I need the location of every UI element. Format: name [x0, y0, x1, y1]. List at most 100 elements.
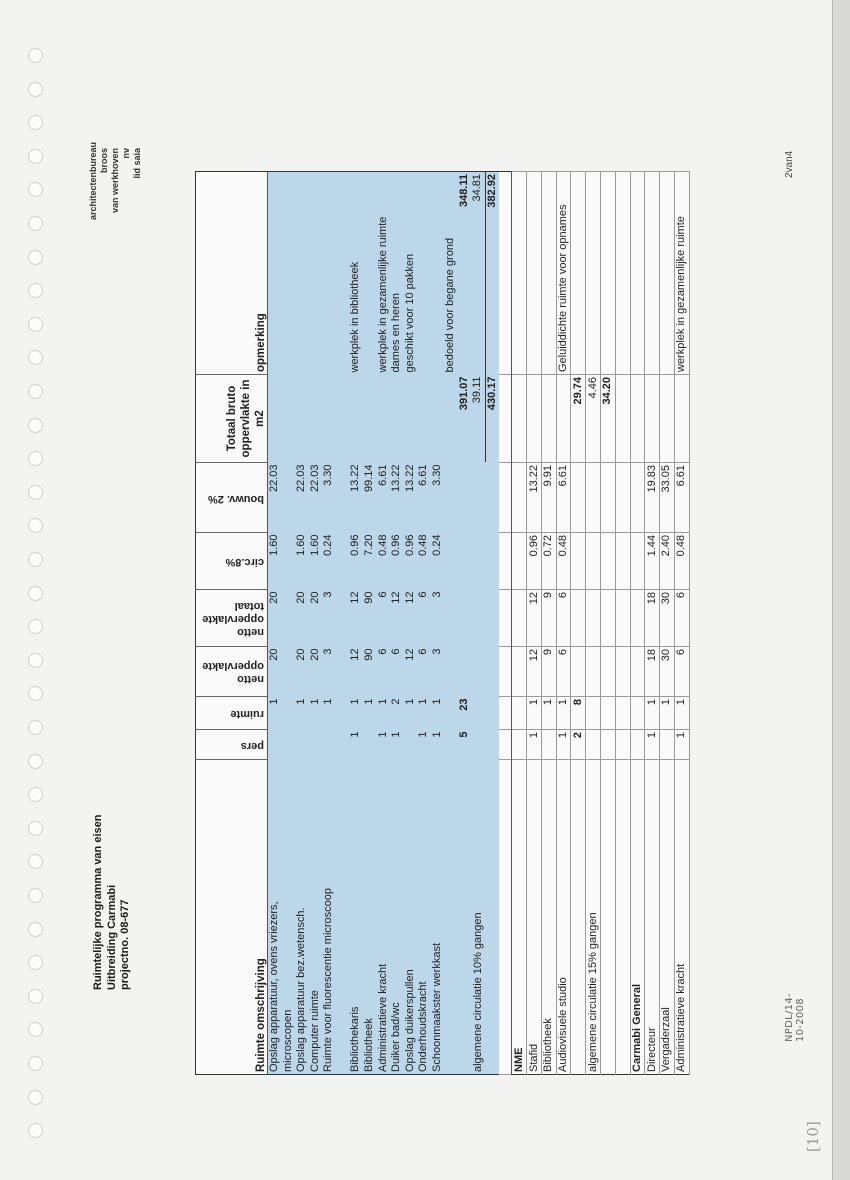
cell-ruimte: [335, 696, 350, 730]
cell-opmerking: [295, 171, 309, 375]
cell-totaal: [308, 374, 323, 463]
cell-circ: 1.60: [295, 532, 309, 590]
cell-totaal: [615, 374, 631, 463]
binder-hole: [28, 955, 43, 971]
header-line: circ.8%: [225, 556, 264, 569]
cell-bouwv: [281, 462, 296, 533]
binder-hole: [28, 888, 43, 903]
cell-opmerking: werkplek in gezamenlijke ruimte: [376, 171, 390, 375]
table-row: Directeur 1 1 18 18 1.44 19.83: [644, 171, 660, 1075]
binder-hole: [28, 182, 43, 198]
cell-netto-totaal: [600, 589, 616, 647]
cell-netto-totaal: [457, 589, 472, 647]
table-row: 5 23 391.07 348.11: [457, 171, 472, 1075]
remark-text: werkplek in bibliotheek: [349, 261, 362, 373]
cell-pers: 1: [644, 729, 660, 760]
cell-netto: 6: [416, 646, 431, 697]
header-netto-oppervlakte: netto oppervlakte: [198, 648, 264, 697]
empty-cell: [499, 589, 512, 647]
table-row: Vergaderzaal 1 30 30 2.40 33.05: [659, 171, 675, 1075]
cell-opmerking: [430, 171, 445, 375]
handwritten-note: [10]: [804, 1121, 822, 1152]
table-row: algemene circulatie 10% gangen 39.11 34.81: [471, 171, 486, 1075]
cell-opmerking: geschikt voor 10 pakken: [403, 171, 417, 375]
cell-ruimte: [471, 696, 486, 730]
empty-cell: [499, 729, 512, 760]
cell-opmerking: [615, 171, 631, 375]
cell-opmerking: [308, 171, 323, 375]
cell-ruimte: 1: [362, 696, 377, 730]
cell-netto: 90: [362, 646, 377, 697]
binder-hole: [28, 753, 43, 769]
table-row: microscopen: [281, 171, 296, 1075]
binder-hole: [28, 216, 43, 231]
cell-netto-totaal: [615, 589, 631, 647]
cell-pers: 1: [376, 729, 390, 760]
header-line: bouwv. 2%: [207, 493, 264, 505]
cell-opmerking: [570, 171, 586, 375]
cell-pers: [322, 729, 336, 760]
section-heading-row: NME: [511, 171, 527, 1075]
cell-pers: [585, 729, 601, 760]
cell-bouwv: 99.14: [362, 462, 377, 533]
empty-cell: [499, 374, 512, 463]
cell-name: Opslag apparatuur, ovens vriezers,: [267, 759, 282, 1075]
cell-circ: 0.48: [416, 532, 431, 590]
table-row: Administratieve kracht 1 1 6 6 0.48 6.61 werkpl…: [376, 171, 390, 1075]
title-line: Uitbreiding Carmabi: [105, 884, 118, 990]
binder-hole: [28, 417, 43, 433]
cell-opmerking: bedoeld voor begane grond: [444, 171, 458, 375]
cell-ruimte: 1: [349, 696, 363, 730]
cell-ruimte: 2: [389, 696, 404, 730]
cell-pers: [335, 729, 350, 760]
cell-ruimte: [600, 696, 616, 730]
cell-totaal: [389, 374, 404, 463]
cell-netto: 12: [526, 646, 542, 697]
cell-ruimte: 1: [556, 696, 571, 730]
cell-netto: 12: [349, 646, 363, 697]
cell-circ: [485, 532, 500, 590]
cell-netto: 3: [430, 646, 445, 697]
binder-hole: [28, 249, 43, 265]
cell-netto-totaal: [335, 589, 350, 647]
cell-netto-totaal: 12: [349, 589, 363, 647]
cell-netto-totaal: [630, 589, 645, 647]
cell-ruimte: 1: [376, 696, 390, 730]
cell-pers: [485, 729, 500, 760]
scan-edge: [832, 0, 850, 1180]
cell-totaal: [674, 374, 690, 463]
header-line: netto: [237, 673, 264, 686]
spacer-row: [499, 171, 512, 1075]
cell-ruimte: 1: [430, 696, 445, 730]
cell-circ: 0.96: [526, 532, 542, 590]
table-row: Computer ruimte 1 20 20 1.60 22.03: [308, 171, 323, 1075]
header-netto-oppervlakte-totaal: netto oppervlakte totaal: [198, 591, 264, 647]
table-row: 430.17 382.92: [485, 171, 500, 1075]
cell-ruimte: [615, 696, 631, 730]
binder-hole: [28, 283, 43, 299]
cell-ruimte: 1: [322, 696, 336, 730]
header-pers: pers: [198, 731, 264, 760]
cell-totaal: 39.11: [471, 374, 486, 463]
empty-cell: [499, 462, 512, 533]
binder-hole: [28, 484, 43, 500]
cell-ruimte: 1: [674, 696, 690, 730]
section-heading-row: Carmabi General: [630, 171, 645, 1075]
cell-netto: [585, 646, 601, 697]
cell-pers: [630, 729, 645, 760]
cell-name: Onderhoudskracht: [416, 759, 431, 1075]
header-ruimte-omschrijving: Ruimte omschrijving: [195, 759, 268, 1075]
table-row: Ruimte voor fluorescentie microscoop 1 3 3 0…: [322, 171, 336, 1075]
cell-bouwv: 6.61: [376, 462, 390, 533]
cell-totaal: [403, 374, 417, 463]
binder-hole: [28, 81, 43, 97]
header-line: totaal: [234, 600, 264, 613]
cell-bouwv: [485, 462, 500, 533]
header-ruimte: ruimte: [198, 698, 264, 730]
binder-hole: [28, 1022, 43, 1038]
remark-text: dames en heren: [390, 293, 403, 373]
cell-netto: [615, 646, 631, 697]
cell-totaal: [295, 374, 309, 463]
cell-pers: 1: [416, 729, 431, 760]
binder-hole: [28, 854, 43, 870]
